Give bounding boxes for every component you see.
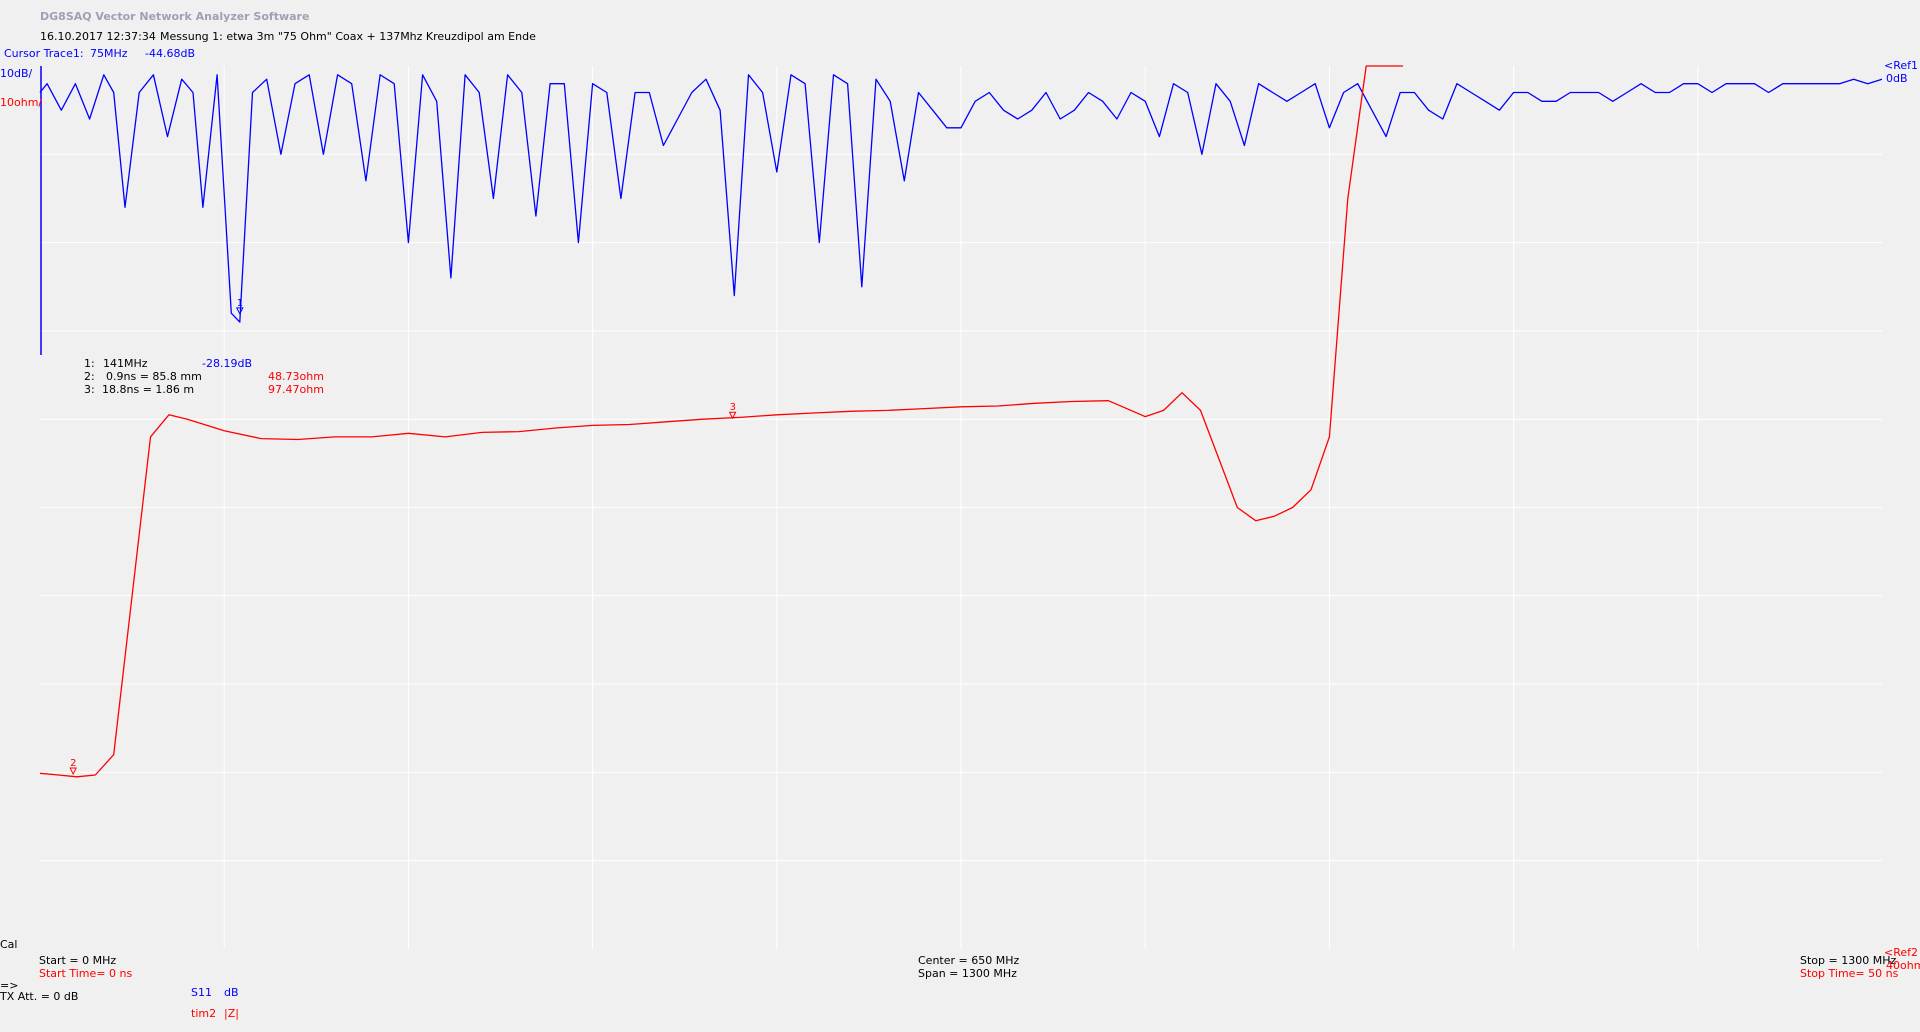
span-frequency: Span = 1300 MHz xyxy=(918,967,1017,980)
trace2-scale[interactable]: 10ohm/ xyxy=(0,96,43,109)
app-title: DG8SAQ Vector Network Analyzer Software xyxy=(40,10,310,23)
marker-layer: 1 2 3 xyxy=(69,298,737,776)
marker-1-id: 1: xyxy=(84,357,95,370)
start-frequency: Start = 0 MHz xyxy=(39,954,117,967)
marker-1-label: 1 xyxy=(237,298,243,309)
marker-1-position: 141MHz xyxy=(103,357,148,370)
datetime: 16.10.2017 12:37:34 xyxy=(40,30,156,43)
marker-2-value: 48.73ohm xyxy=(268,370,324,383)
cursor-frequency: 75MHz xyxy=(90,47,128,60)
marker-3-arrow-icon[interactable] xyxy=(728,411,737,420)
marker-1-value: -28.19dB xyxy=(202,357,252,370)
ref2-value: 40ohm xyxy=(1886,959,1920,972)
tx-attenuation: TX Att. = 0 dB xyxy=(0,990,79,1003)
trace2-label[interactable]: tim2 xyxy=(191,1007,217,1020)
cal-label[interactable]: Cal xyxy=(0,938,18,951)
marker-2-label: 2 xyxy=(70,758,76,769)
ref2-label[interactable]: <Ref2 xyxy=(1884,946,1919,959)
marker-3-label: 3 xyxy=(730,402,736,413)
trace1-label[interactable]: S11 xyxy=(191,986,212,999)
arrow-indicator: => xyxy=(0,979,19,992)
trace2-unit[interactable]: |Z| xyxy=(224,1007,239,1020)
measurement-title: Messung 1: etwa 3m "75 Ohm" Coax + 137Mh… xyxy=(160,30,536,43)
marker-2-id: 2: xyxy=(84,370,95,383)
marker-3-position: 18.8ns = 1.86 m xyxy=(102,383,195,396)
start-time: Start Time= 0 ns xyxy=(39,967,133,980)
marker-3-value: 97.47ohm xyxy=(268,383,324,396)
marker-1-arrow-icon[interactable] xyxy=(235,307,244,316)
traces xyxy=(39,65,1883,778)
ref1-value: 0dB xyxy=(1886,72,1908,85)
ref1-label[interactable]: <Ref1 xyxy=(1884,59,1919,72)
cursor-label: Cursor Trace1: xyxy=(4,47,84,60)
trace2-impedance-line xyxy=(39,65,1404,778)
stop-time: Stop Time= 50 ns xyxy=(1800,967,1899,980)
stop-frequency: Stop = 1300 MHz xyxy=(1800,954,1897,967)
center-frequency: Center = 650 MHz xyxy=(918,954,1020,967)
trace1-scale[interactable]: 10dB/ xyxy=(0,67,33,80)
cursor-value: -44.68dB xyxy=(145,47,195,60)
grid xyxy=(40,66,1882,949)
trace1-s11-line xyxy=(39,74,1883,323)
marker-3-id: 3: xyxy=(84,383,95,396)
marker-2-position: 0.9ns = 85.8 mm xyxy=(106,370,202,383)
marker-2-arrow-icon[interactable] xyxy=(69,767,77,776)
trace1-unit[interactable]: dB xyxy=(224,986,239,999)
